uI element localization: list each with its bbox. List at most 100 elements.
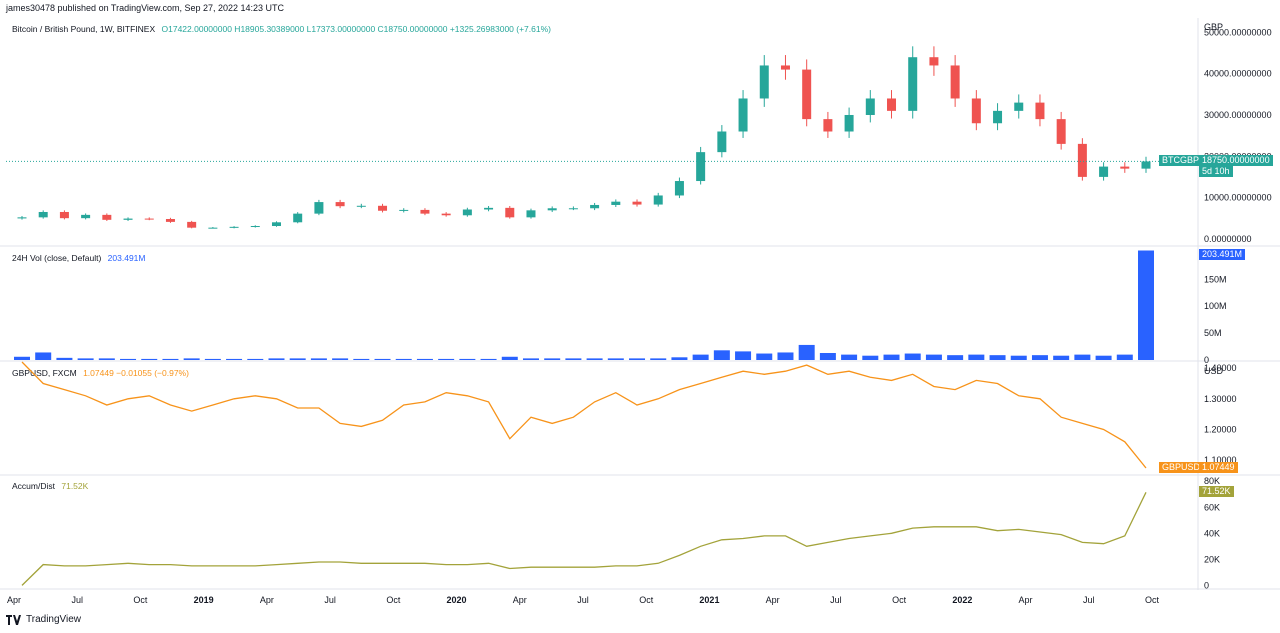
candle-body bbox=[759, 65, 769, 99]
volume-bar bbox=[310, 358, 327, 360]
volume-bar bbox=[819, 353, 836, 360]
currency-label: GBP bbox=[1204, 22, 1223, 32]
candle-body bbox=[229, 226, 239, 228]
candle-body bbox=[356, 205, 366, 207]
candle-body bbox=[929, 57, 939, 66]
x-tick-label: Jul bbox=[324, 595, 336, 605]
volume-bar bbox=[1116, 354, 1133, 360]
volume-bar bbox=[98, 358, 115, 360]
candle-body bbox=[632, 201, 642, 205]
btc-ohlc: O17422.00000000 H18905.30389000 L17373.0… bbox=[161, 24, 551, 34]
volume-bar bbox=[374, 358, 391, 360]
volume-bar bbox=[1074, 354, 1091, 360]
volume-bar bbox=[565, 358, 582, 360]
candle-body bbox=[59, 211, 69, 219]
y-tick-label: 1.30000 bbox=[1204, 394, 1237, 404]
candle-body bbox=[1077, 143, 1087, 177]
volume-bar bbox=[459, 358, 476, 360]
candle-body bbox=[802, 69, 812, 120]
volume-bar bbox=[438, 358, 455, 360]
btc-symbol-tag: BTCGBP bbox=[1159, 155, 1203, 167]
btc-countdown-tag: 5d 10h bbox=[1199, 166, 1233, 178]
volume-bar bbox=[1053, 355, 1070, 360]
x-tick-label: Oct bbox=[1145, 595, 1160, 605]
accum-dist-line bbox=[21, 492, 1147, 586]
y-tick-label: 80K bbox=[1204, 476, 1220, 486]
candle-body bbox=[271, 222, 281, 227]
x-tick-label: Apr bbox=[1019, 595, 1033, 605]
y-tick-label: 1.40000 bbox=[1204, 363, 1237, 373]
candle-body bbox=[674, 181, 684, 196]
volume-bar bbox=[353, 358, 370, 360]
accum-last: 71.52K bbox=[61, 481, 89, 491]
x-tick-label: 2019 bbox=[194, 595, 214, 605]
y-tick-label: 100M bbox=[1204, 301, 1227, 311]
volume-bar bbox=[947, 355, 964, 360]
candle-body bbox=[38, 211, 48, 218]
x-tick-label: Oct bbox=[892, 595, 907, 605]
x-tick-label: 2020 bbox=[447, 595, 467, 605]
currency-label: USD bbox=[1204, 366, 1224, 376]
volume-bar bbox=[141, 358, 158, 360]
y-tick-label: 150M bbox=[1204, 274, 1227, 284]
y-tick-label: 10000.00000000 bbox=[1204, 193, 1272, 203]
volume-bar bbox=[162, 358, 179, 360]
y-tick-label: 0.00000000 bbox=[1204, 234, 1252, 244]
candle-body bbox=[1014, 102, 1024, 111]
y-tick-label: 20K bbox=[1204, 554, 1220, 564]
candle-body bbox=[738, 98, 748, 132]
y-tick-label: 50000.00000000 bbox=[1204, 27, 1272, 37]
x-tick-label: Jul bbox=[830, 595, 842, 605]
candle-body bbox=[293, 213, 303, 223]
volume-bar bbox=[989, 355, 1006, 360]
btc-price-tag: 18750.00000000 bbox=[1199, 155, 1273, 167]
candle-body bbox=[844, 114, 854, 132]
candle-body bbox=[378, 205, 388, 211]
volume-bar bbox=[544, 358, 561, 360]
candle-body bbox=[971, 98, 981, 124]
candle-body bbox=[165, 218, 175, 222]
volume-bar bbox=[1031, 355, 1048, 360]
y-tick-label: 60K bbox=[1204, 502, 1220, 512]
candle-body bbox=[717, 131, 727, 153]
x-tick-label: Jul bbox=[71, 595, 83, 605]
candle-body bbox=[1120, 166, 1130, 169]
volume-bar bbox=[777, 352, 794, 360]
candle-body bbox=[696, 152, 706, 182]
y-tick-label: 1.10000 bbox=[1204, 455, 1237, 465]
volume-bar bbox=[332, 358, 349, 360]
accum-last-tag: 71.52K bbox=[1199, 486, 1234, 498]
candle-body bbox=[611, 201, 621, 205]
y-tick-label: 0 bbox=[1204, 580, 1209, 590]
y-tick-label: 1.20000 bbox=[1204, 425, 1237, 435]
candle-body bbox=[335, 202, 345, 207]
candle-body bbox=[441, 213, 451, 216]
volume-bar bbox=[586, 358, 603, 360]
x-tick-label: 2022 bbox=[952, 595, 972, 605]
volume-bar bbox=[56, 357, 73, 360]
candle-body bbox=[993, 110, 1003, 124]
y-tick-label: 40K bbox=[1204, 528, 1220, 538]
gbpusd-title: GBPUSD, FXCM bbox=[12, 368, 77, 378]
candle-body bbox=[547, 208, 557, 211]
volume-bar bbox=[692, 354, 709, 360]
volume-bar bbox=[77, 358, 94, 360]
candle-body bbox=[568, 208, 578, 210]
volume-title: 24H Vol (close, Default) bbox=[12, 253, 102, 263]
y-tick-label: 0 bbox=[1204, 355, 1209, 365]
volume-bar bbox=[268, 358, 285, 360]
volume-bar bbox=[883, 354, 900, 360]
volume-bar bbox=[862, 355, 879, 360]
candle-body bbox=[250, 226, 260, 228]
volume-bar bbox=[968, 354, 985, 360]
candle-body bbox=[1141, 161, 1151, 169]
volume-bar bbox=[247, 358, 264, 360]
volume-bar bbox=[650, 358, 667, 360]
volume-last: 203.491M bbox=[107, 253, 146, 263]
volume-bar bbox=[501, 356, 518, 360]
volume-bar bbox=[735, 351, 752, 360]
gbpusd-ohlc: 1.07449 −0.01055 (−0.97%) bbox=[83, 368, 189, 378]
x-tick-label: Oct bbox=[133, 595, 148, 605]
volume-bar bbox=[226, 358, 243, 360]
